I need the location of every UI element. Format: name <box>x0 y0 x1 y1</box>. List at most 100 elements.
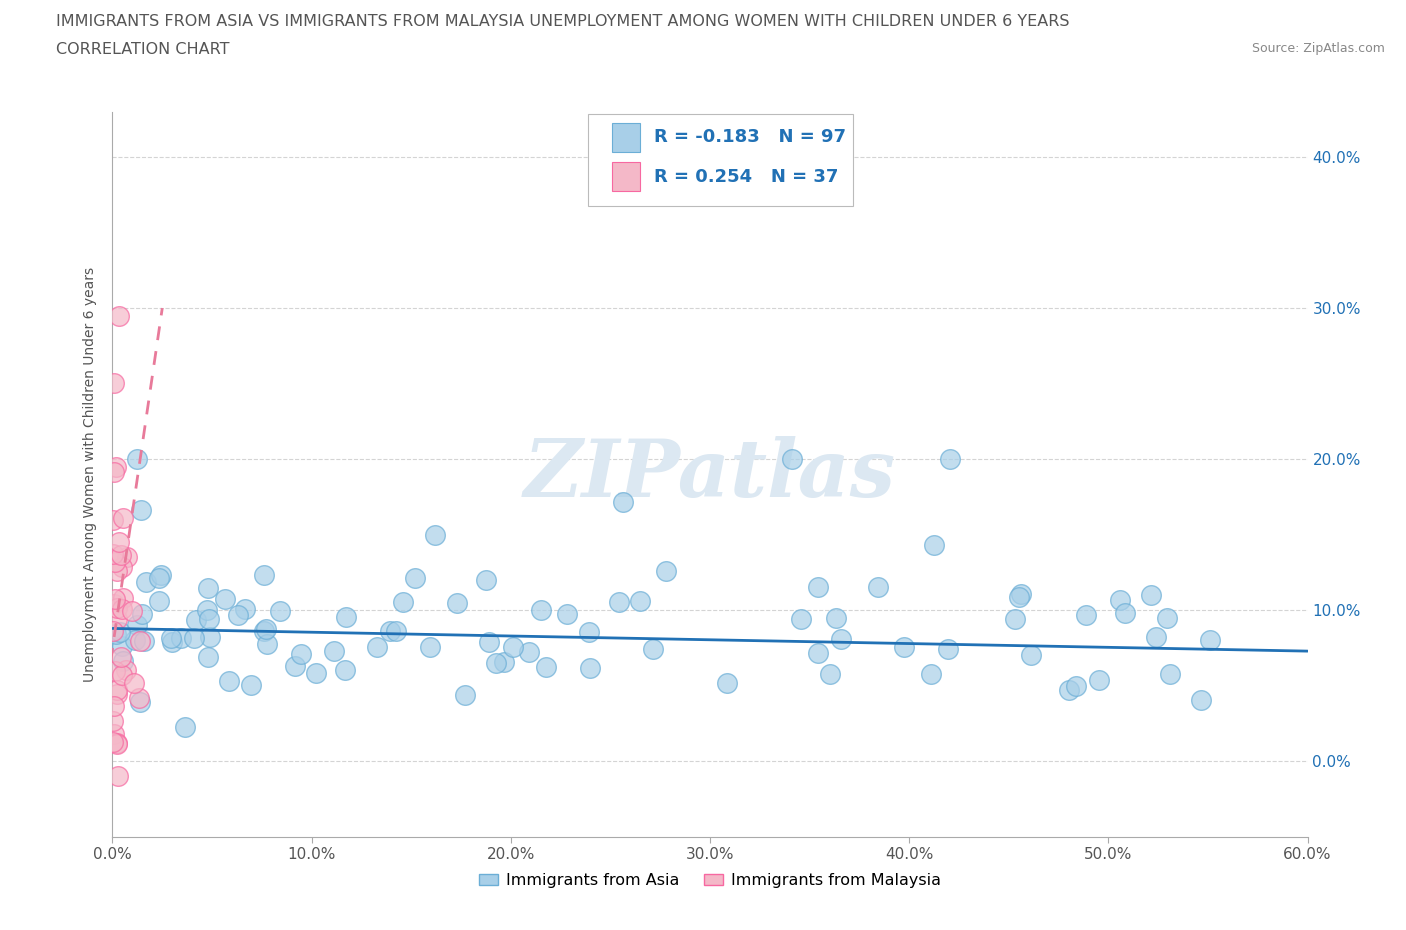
Legend: Immigrants from Asia, Immigrants from Malaysia: Immigrants from Asia, Immigrants from Ma… <box>472 867 948 895</box>
Point <box>654 564 676 578</box>
Point <box>454 688 477 703</box>
Point <box>101 734 124 749</box>
Point <box>366 639 388 654</box>
Point <box>1004 612 1026 627</box>
Y-axis label: Unemployment Among Women with Children Under 6 years: Unemployment Among Women with Children U… <box>83 267 97 682</box>
Point <box>404 571 426 586</box>
Point <box>103 376 125 391</box>
Point <box>127 452 149 467</box>
Point <box>478 635 501 650</box>
Point <box>131 606 153 621</box>
Point <box>425 527 447 542</box>
Point <box>269 604 291 618</box>
Point <box>938 452 960 467</box>
Point <box>920 666 942 681</box>
Point <box>105 612 128 627</box>
Text: IMMIGRANTS FROM ASIA VS IMMIGRANTS FROM MALAYSIA UNEMPLOYMENT AMONG WOMEN WITH C: IMMIGRANTS FROM ASIA VS IMMIGRANTS FROM … <box>56 14 1070 29</box>
Point <box>790 611 813 626</box>
Point <box>1066 679 1088 694</box>
Point <box>1057 682 1080 697</box>
Point <box>107 308 129 323</box>
Point <box>131 503 153 518</box>
Point <box>134 633 156 648</box>
Point <box>893 639 915 654</box>
Point <box>107 769 129 784</box>
Point <box>115 662 138 677</box>
Point <box>1010 586 1032 601</box>
Point <box>148 571 170 586</box>
Point <box>104 664 127 679</box>
Point <box>197 650 219 665</box>
Point <box>492 655 515 670</box>
Point <box>108 534 131 549</box>
Point <box>333 663 356 678</box>
Point <box>1114 605 1136 620</box>
Point <box>128 695 150 710</box>
Point <box>198 630 221 644</box>
Point <box>111 602 134 617</box>
Point <box>111 654 134 669</box>
Point <box>807 646 830 661</box>
Point <box>335 609 357 624</box>
Point <box>1076 607 1098 622</box>
Point <box>239 677 262 692</box>
Point <box>782 452 804 467</box>
Point <box>108 624 131 639</box>
Point <box>419 640 441 655</box>
Point <box>128 691 150 706</box>
Text: CORRELATION CHART: CORRELATION CHART <box>56 42 229 57</box>
Point <box>111 511 134 525</box>
Text: R = -0.183   N = 97: R = -0.183 N = 97 <box>654 128 846 146</box>
Point <box>105 686 128 701</box>
Point <box>517 644 540 659</box>
Point <box>112 591 135 605</box>
Point <box>380 623 402 638</box>
Point <box>103 597 125 612</box>
Point <box>305 665 328 680</box>
Point <box>446 595 468 610</box>
Point <box>197 580 219 595</box>
Point <box>1109 592 1132 607</box>
Point <box>111 638 134 653</box>
Point <box>868 580 890 595</box>
Point <box>555 606 578 621</box>
Point <box>1144 630 1167 644</box>
Point <box>170 631 193 645</box>
Point <box>105 682 128 697</box>
Point <box>612 494 634 509</box>
Point <box>124 632 146 647</box>
Point <box>105 737 128 751</box>
Point <box>195 603 218 618</box>
Point <box>104 459 127 474</box>
Point <box>1191 693 1213 708</box>
Point <box>1198 632 1220 647</box>
Point <box>256 637 278 652</box>
Point <box>385 624 408 639</box>
Point <box>122 675 145 690</box>
Point <box>129 633 152 648</box>
Point <box>104 626 127 641</box>
Point <box>630 593 652 608</box>
Point <box>830 631 852 646</box>
Point <box>105 601 128 616</box>
Point <box>938 642 960 657</box>
Point <box>111 668 134 683</box>
Point <box>1159 667 1181 682</box>
Point <box>922 538 945 552</box>
Point <box>148 593 170 608</box>
Point <box>226 607 249 622</box>
Point <box>184 613 207 628</box>
Point <box>198 612 221 627</box>
Point <box>253 568 276 583</box>
Point <box>233 602 256 617</box>
Point <box>529 603 551 618</box>
Point <box>218 674 240 689</box>
Point <box>160 631 183 645</box>
Point <box>121 604 143 618</box>
Point <box>115 550 138 565</box>
Text: R = 0.254   N = 37: R = 0.254 N = 37 <box>654 167 839 186</box>
Point <box>1088 672 1111 687</box>
Point <box>641 642 664 657</box>
Point <box>174 720 197 735</box>
Point <box>607 594 630 609</box>
